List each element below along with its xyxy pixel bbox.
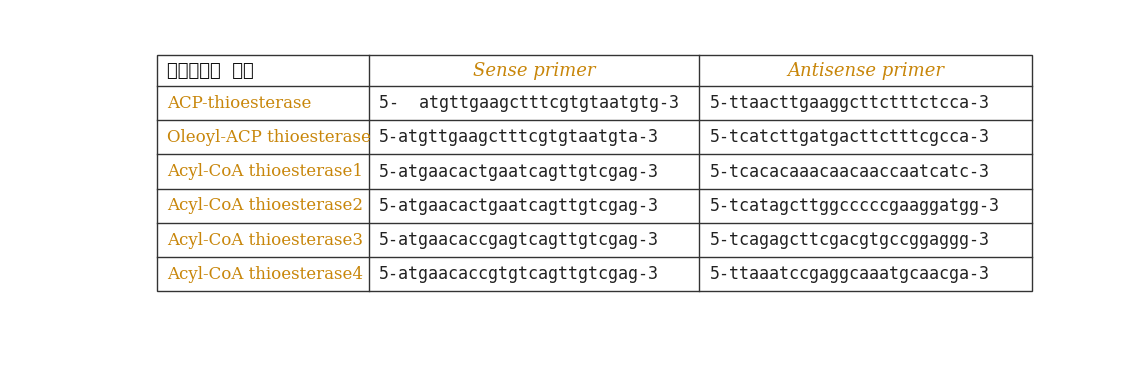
Text: 지방생합성  효소: 지방생합성 효소 [167, 62, 254, 80]
Text: 5-  atgttgaagctttcgtgtaatgtg-3: 5- atgttgaagctttcgtgtaatgtg-3 [379, 94, 680, 112]
Text: 5-tcatcttgatgacttctttcgcca-3: 5-tcatcttgatgacttctttcgcca-3 [710, 128, 990, 146]
Text: 5-tcatagcttggcccccgaaggatgg-3: 5-tcatagcttggcccccgaaggatgg-3 [710, 197, 1000, 215]
Text: ACP-thioesterase: ACP-thioesterase [167, 95, 312, 112]
Text: 5-tcacacaaacaacaaccaatcatc-3: 5-tcacacaaacaacaaccaatcatc-3 [710, 162, 990, 181]
Text: 5-atgaacaccgagtcagttgtcgag-3: 5-atgaacaccgagtcagttgtcgag-3 [379, 231, 659, 249]
Text: 5-ttaacttgaaggcttctttctcca-3: 5-ttaacttgaaggcttctttctcca-3 [710, 94, 990, 112]
Text: Acyl-CoA thioesterase3: Acyl-CoA thioesterase3 [167, 231, 364, 248]
Text: 5-atgaacactgaatcagttgtcgag-3: 5-atgaacactgaatcagttgtcgag-3 [379, 197, 659, 215]
Text: Antisense primer: Antisense primer [787, 62, 944, 80]
Text: Sense primer: Sense primer [473, 62, 595, 80]
Text: Acyl-CoA thioesterase4: Acyl-CoA thioesterase4 [167, 266, 364, 283]
Text: Acyl-CoA thioesterase1: Acyl-CoA thioesterase1 [167, 163, 364, 180]
Text: Acyl-CoA thioesterase2: Acyl-CoA thioesterase2 [167, 197, 364, 214]
Text: 5-atgttgaagctttcgtgtaatgta-3: 5-atgttgaagctttcgtgtaatgta-3 [379, 128, 659, 146]
Text: 5-tcagagcttcgacgtgccggaggg-3: 5-tcagagcttcgacgtgccggaggg-3 [710, 231, 990, 249]
Text: Oleoyl-ACP thioesterase: Oleoyl-ACP thioesterase [167, 129, 371, 146]
Text: 5-atgaacaccgtgtcagttgtcgag-3: 5-atgaacaccgtgtcagttgtcgag-3 [379, 265, 659, 283]
Text: 5-atgaacactgaatcagttgtcgag-3: 5-atgaacactgaatcagttgtcgag-3 [379, 162, 659, 181]
Text: 5-ttaaatccgaggcaaatgcaacga-3: 5-ttaaatccgaggcaaatgcaacga-3 [710, 265, 990, 283]
